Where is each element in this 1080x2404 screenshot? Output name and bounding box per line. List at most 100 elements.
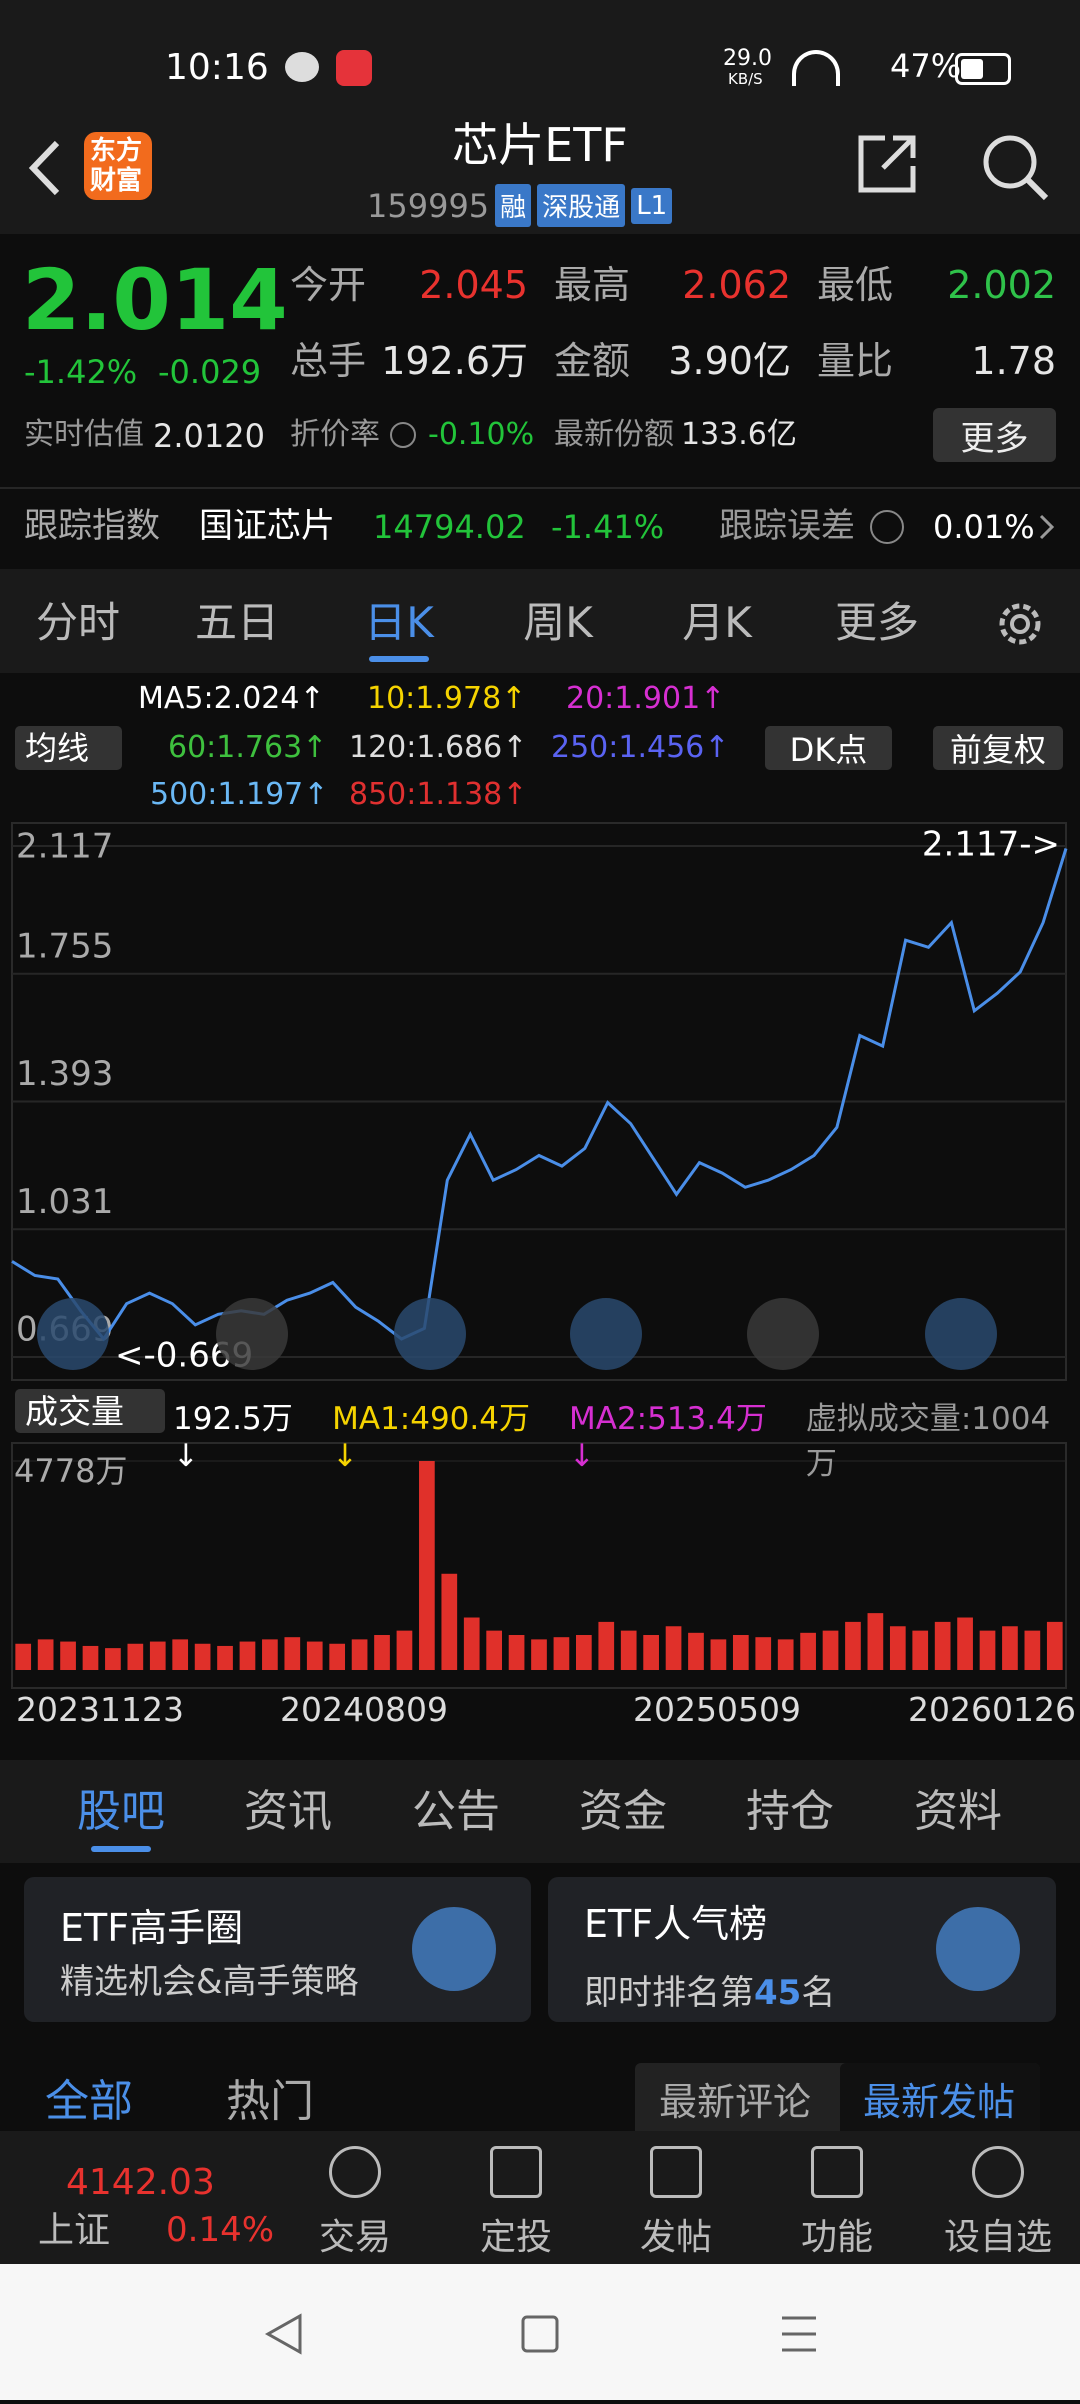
index-name: 上证 xyxy=(38,2210,111,2251)
chart-nav-button[interactable] xyxy=(216,1298,288,1370)
discount-label: 折价率 xyxy=(290,417,380,452)
ma-item: 60:1.763↑ xyxy=(168,730,328,765)
nav-item[interactable]: 设自选 xyxy=(943,2217,1053,2258)
y-tick-label: 4778万 xyxy=(14,1452,127,1490)
ma-item: 120:1.686↑ xyxy=(349,730,528,765)
x-tick-label: 20231123 xyxy=(16,1690,184,1729)
stat-label: 今开 xyxy=(290,263,367,307)
tab-underline xyxy=(369,656,429,662)
chart-nav-button[interactable] xyxy=(37,1298,109,1370)
volume-bar xyxy=(127,1643,144,1670)
card[interactable]: ETF高手圈 精选机会&高手策略 xyxy=(24,1877,531,2022)
period-tab[interactable]: 更多 xyxy=(834,598,920,647)
chart-nav-button[interactable] xyxy=(394,1298,466,1370)
nav-item[interactable]: 交易 xyxy=(318,2217,392,2258)
volume-bar xyxy=(149,1641,166,1670)
volume-frame xyxy=(11,1442,1067,1689)
volume-selector[interactable] xyxy=(15,1389,165,1433)
volume-bar xyxy=(531,1639,547,1670)
chart-nav-button[interactable] xyxy=(925,1298,997,1370)
sort-tabs: 最新评论 最新发帖 xyxy=(635,2063,1040,2133)
volume-bar xyxy=(912,1630,929,1670)
stat-label: 金额 xyxy=(554,339,631,383)
price-line xyxy=(11,848,1068,1342)
card[interactable]: ETF人气榜 即时排名第45名 xyxy=(548,1877,1056,2022)
volume-bar xyxy=(284,1637,301,1670)
system-nav xyxy=(0,2264,1080,2400)
help-icon[interactable] xyxy=(870,510,904,544)
net-unit: KB/S xyxy=(728,70,763,88)
volume-bar xyxy=(1024,1630,1041,1670)
nav-item[interactable]: 功能 xyxy=(800,2217,874,2258)
content-tab[interactable]: 资讯 xyxy=(244,1786,332,1837)
x-tick-label: 20240809 xyxy=(280,1690,448,1729)
adjust-button[interactable]: 前复权 xyxy=(933,726,1063,770)
content-tab[interactable]: 股吧 xyxy=(77,1786,165,1837)
stat-label: 量比 xyxy=(817,339,894,383)
card-subtitle: 精选机会&高手策略 xyxy=(60,1962,359,2002)
ma-selector[interactable]: 均线 xyxy=(15,726,122,770)
content-tab[interactable]: 资料 xyxy=(914,1786,1002,1837)
ma-item: 850:1.138↑ xyxy=(349,777,528,812)
period-tab[interactable]: 五日 xyxy=(194,598,280,647)
content-tabs-bg xyxy=(0,1760,1080,1863)
filter-tab[interactable]: 热门 xyxy=(226,2076,314,2127)
volume-bar xyxy=(688,1632,704,1670)
y-tick-label: 1.031 xyxy=(16,1182,113,1222)
estimate-label: 实时估值 xyxy=(24,417,144,452)
info-icon[interactable] xyxy=(390,422,416,448)
volume-legend-item: 虚拟成交量:1004万 xyxy=(805,1401,1051,1482)
sort-tab[interactable]: 最新评论 xyxy=(659,2080,812,2124)
volume-bar xyxy=(979,1630,996,1670)
card-title: ETF高手圈 xyxy=(60,1906,244,1950)
stat-value: 2.062 xyxy=(682,263,791,307)
charts: 2.1171.7551.3931.0310.6692.117-><-0.6694… xyxy=(11,822,1068,1689)
nav-icon xyxy=(490,2146,542,2198)
back-button[interactable] xyxy=(25,138,65,198)
period-tab[interactable]: 分时 xyxy=(35,598,121,647)
tracking-index: 国证芯片 xyxy=(199,506,335,546)
sort-tab[interactable]: 最新发帖 xyxy=(863,2080,1016,2124)
period-tab[interactable]: 月K xyxy=(682,598,752,647)
volume-bar xyxy=(957,1617,973,1670)
volume-bar xyxy=(889,1626,906,1670)
dk-button[interactable]: DK点 xyxy=(765,726,892,770)
period-tab[interactable]: 周K xyxy=(523,598,593,647)
logo-text: 东方 xyxy=(90,136,143,166)
volume-bar xyxy=(105,1648,121,1670)
change-pct: -1.42% xyxy=(24,353,138,391)
volume-bar xyxy=(239,1641,256,1670)
tracking-value: 14794.02 xyxy=(373,508,526,546)
card-icon xyxy=(936,1907,1020,1991)
stat-value: 2.002 xyxy=(947,263,1056,307)
nav-item[interactable]: 定投 xyxy=(479,2217,553,2258)
x-tick-label: 20250509 xyxy=(633,1690,801,1729)
content-tab[interactable]: 资金 xyxy=(579,1786,667,1837)
wechat-icon xyxy=(285,52,319,82)
wifi-icon xyxy=(792,50,840,86)
period-tab[interactable]: 日K xyxy=(364,598,434,647)
chart-nav-button[interactable] xyxy=(570,1298,642,1370)
content-tab[interactable]: 持仓 xyxy=(746,1786,834,1837)
nav-icon xyxy=(972,2146,1024,2198)
content-tab[interactable]: 公告 xyxy=(412,1786,500,1837)
estimate: 2.0120 xyxy=(153,417,265,455)
chevron xyxy=(1039,514,1055,540)
search-button[interactable] xyxy=(980,132,1050,202)
volume-bar xyxy=(194,1643,211,1670)
volume-legend: 192.5万↓ MA1:490.4万↓ MA2:513.4万↓ 虚拟成交量:1004万 xyxy=(173,1393,1080,1483)
volume-bar xyxy=(508,1635,525,1670)
shares-label: 最新份额 xyxy=(554,417,674,452)
chart-nav-button[interactable] xyxy=(747,1298,819,1370)
code-row: 159995 融深股通 L1 xyxy=(367,184,673,227)
volume-bar xyxy=(15,1643,32,1670)
volume-bar xyxy=(172,1639,189,1670)
settings-button[interactable] xyxy=(992,596,1048,652)
nav-item[interactable]: 发帖 xyxy=(639,2217,713,2258)
share-button[interactable] xyxy=(855,132,919,196)
volume-bar xyxy=(463,1617,480,1670)
filter-tab[interactable]: 全部 xyxy=(45,2076,133,2127)
volume-bar xyxy=(262,1639,278,1670)
more-button[interactable]: 更多 xyxy=(933,408,1056,462)
